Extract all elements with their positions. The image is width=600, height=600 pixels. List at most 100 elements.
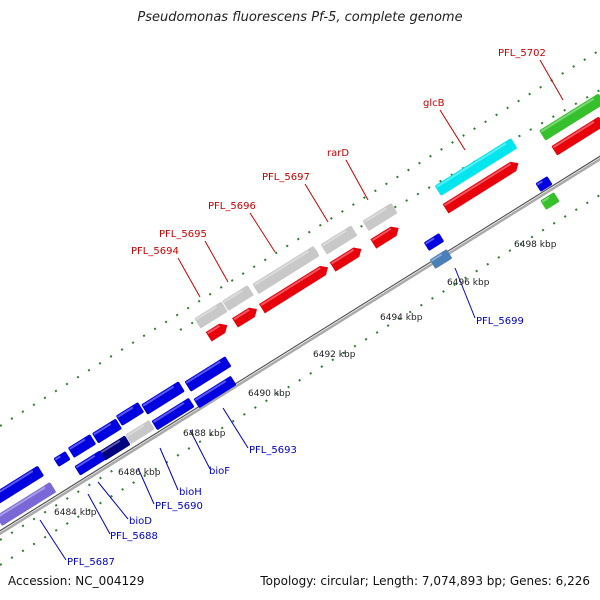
feature-pfl5690-blue-highlight (93, 423, 112, 436)
feature-pfl5687-blue-shape (0, 466, 44, 504)
feature-pfl5687-blue-highlight (0, 470, 34, 497)
gene-label-biof[interactable]: bioF (209, 466, 230, 477)
feature-pfl5693-blue-highlight (185, 360, 221, 384)
feature-biof-blue-shape (141, 381, 185, 415)
callouts-bottom (39, 267, 476, 561)
feature-pfl5702-green-highlight (540, 97, 595, 133)
feature-small-green-highlight (541, 196, 550, 203)
tick-row-inner-top (179, 89, 600, 331)
feature-pfl5697-gray-highlight (321, 229, 347, 247)
feature-pfl5696-gray[interactable] (252, 246, 320, 294)
feature-pfl5690-blue2-highlight (100, 439, 121, 454)
gene-label-pfl5688[interactable]: PFL_5688 (110, 531, 158, 542)
feature-pfl5697-red-highlight (331, 248, 355, 265)
feature-bioh-blue-shape (116, 402, 144, 426)
genome-summary-text: Topology: circular; Length: 7,074,893 bp… (260, 574, 590, 588)
feature-pfl5696-red-highlight (260, 267, 321, 307)
feature-pfl5697-gray[interactable] (321, 225, 358, 255)
scale-label: 6498 kbp (514, 240, 557, 250)
feature-biof-blue[interactable] (141, 381, 185, 415)
scale-label: 6496 kbp (447, 278, 490, 288)
accession-text: Accession: NC_004129 (8, 574, 145, 588)
feature-pfl5702-green[interactable] (539, 93, 600, 141)
gene-label-pfl5702[interactable]: PFL_5702 (498, 48, 546, 59)
feature-pfl5694-red-highlight (207, 325, 221, 335)
scale-label: 6484 kbp (54, 508, 97, 518)
feature-bioh-gray[interactable] (125, 420, 155, 444)
feature-pfl5697-red[interactable] (329, 244, 365, 272)
gene-label-pfl5694[interactable]: PFL_5694 (131, 246, 179, 257)
gene-label-pfl5697[interactable]: PFL_5697 (262, 172, 310, 183)
gene-label-pfl5690[interactable]: PFL_5690 (155, 501, 203, 512)
scale-label: 6490 kbp (248, 389, 291, 399)
feature-pfl5702-green-shape (539, 93, 600, 141)
feature-pfl5690-blue2[interactable] (99, 435, 131, 461)
feature-pfl5695-red[interactable] (232, 304, 260, 328)
backbone (0, 155, 600, 536)
feature-pfl5699-blue[interactable] (424, 233, 445, 251)
feature-rard-red-shape (370, 226, 399, 249)
feature-pfl5697-gray-shape (321, 225, 357, 255)
feature-pfl5694-gray[interactable] (194, 301, 228, 329)
feature-rard-red-highlight (371, 227, 392, 242)
feature-glcb-red[interactable] (442, 159, 522, 214)
gene-label-pfl5687[interactable]: PFL_5687 (67, 557, 115, 568)
feature-bioh-gray-highlight (126, 424, 145, 437)
feature-glcb-red-highlight (443, 163, 512, 207)
feature-pfl5693-blue2-shape (193, 376, 237, 408)
feature-small-blue-shape (535, 176, 553, 192)
feature-pfl5699-steel[interactable] (430, 249, 453, 269)
gene-label-biod[interactable]: bioD (129, 516, 152, 527)
gene-label-pfl5693[interactable]: PFL_5693 (249, 445, 297, 456)
tick-row-outer-bottom (0, 465, 121, 541)
feature-biod-blue2[interactable] (74, 450, 106, 476)
gene-label-pfl5695[interactable]: PFL_5695 (159, 229, 207, 240)
feature-biod-blue2-highlight (75, 454, 96, 469)
gene-label-glcb[interactable]: glcB (423, 98, 445, 109)
gene-label-rard[interactable]: rarD (327, 148, 349, 159)
feature-small-green[interactable] (540, 192, 560, 210)
feature-glcb-cyan[interactable] (435, 138, 518, 196)
feature-glcb-cyan-highlight (436, 142, 507, 188)
feature-pfl5693-blue[interactable] (184, 356, 231, 392)
feature-biof-blue2-shape (151, 398, 195, 430)
feature-pfl5687-purple[interactable] (0, 482, 56, 526)
gene-label-pfl5696[interactable]: PFL_5696 (208, 201, 256, 212)
feature-pfl5687-blue[interactable] (0, 466, 44, 505)
gene-label-bioh[interactable]: bioH (179, 487, 202, 498)
feature-pfl5693-blue2[interactable] (193, 376, 237, 409)
scale-label: 6494 kbp (380, 313, 423, 323)
feature-pfl5702-red-shape (551, 117, 600, 155)
feature-bioh-blue[interactable] (116, 402, 144, 426)
feature-pfl5687-purple-shape (0, 482, 56, 526)
feature-pfl5688-blue[interactable] (53, 451, 71, 467)
gene-label-pfl5699[interactable]: PFL_5699 (476, 316, 524, 327)
feature-pfl5696-gray-highlight (253, 250, 310, 287)
feature-pfl5696-red[interactable] (259, 263, 331, 314)
gene-labels-top: PFL_5694 PFL_5695 PFL_5696 PFL_5697 rarD… (131, 48, 546, 257)
feature-pfl5694-gray-shape (194, 301, 228, 329)
scale-label: 6486 kbp (118, 468, 161, 478)
feature-pfl5687-purple-highlight (0, 486, 46, 518)
feature-pfl5695-red-shape (232, 307, 258, 328)
feature-biod-blue-shape (68, 434, 96, 458)
feature-rard-red[interactable] (370, 223, 401, 249)
feature-biof-blue2[interactable] (151, 398, 195, 431)
feature-pfl5702-red[interactable] (551, 116, 600, 155)
feature-pfl5694-red[interactable] (205, 321, 230, 342)
feature-bioh-blue-highlight (117, 406, 134, 418)
feature-biod-blue[interactable] (68, 434, 96, 458)
callouts-top (177, 59, 564, 298)
feature-small-blue[interactable] (535, 176, 553, 192)
feature-pfl5690-blue[interactable] (92, 418, 122, 443)
tick-row-outer-top (0, 49, 600, 427)
feature-pfl5695-gray[interactable] (222, 285, 254, 311)
scale-label: 6488 kbp (183, 429, 226, 439)
feature-rard-gray[interactable] (362, 203, 398, 231)
feature-pfl5695-gray-shape (222, 285, 254, 311)
feature-glcb-red-shape (442, 161, 519, 214)
feature-pfl5702-red-highlight (552, 121, 595, 149)
feature-rard-gray-highlight (363, 207, 387, 223)
feature-pfl5696-gray-shape (252, 246, 320, 294)
